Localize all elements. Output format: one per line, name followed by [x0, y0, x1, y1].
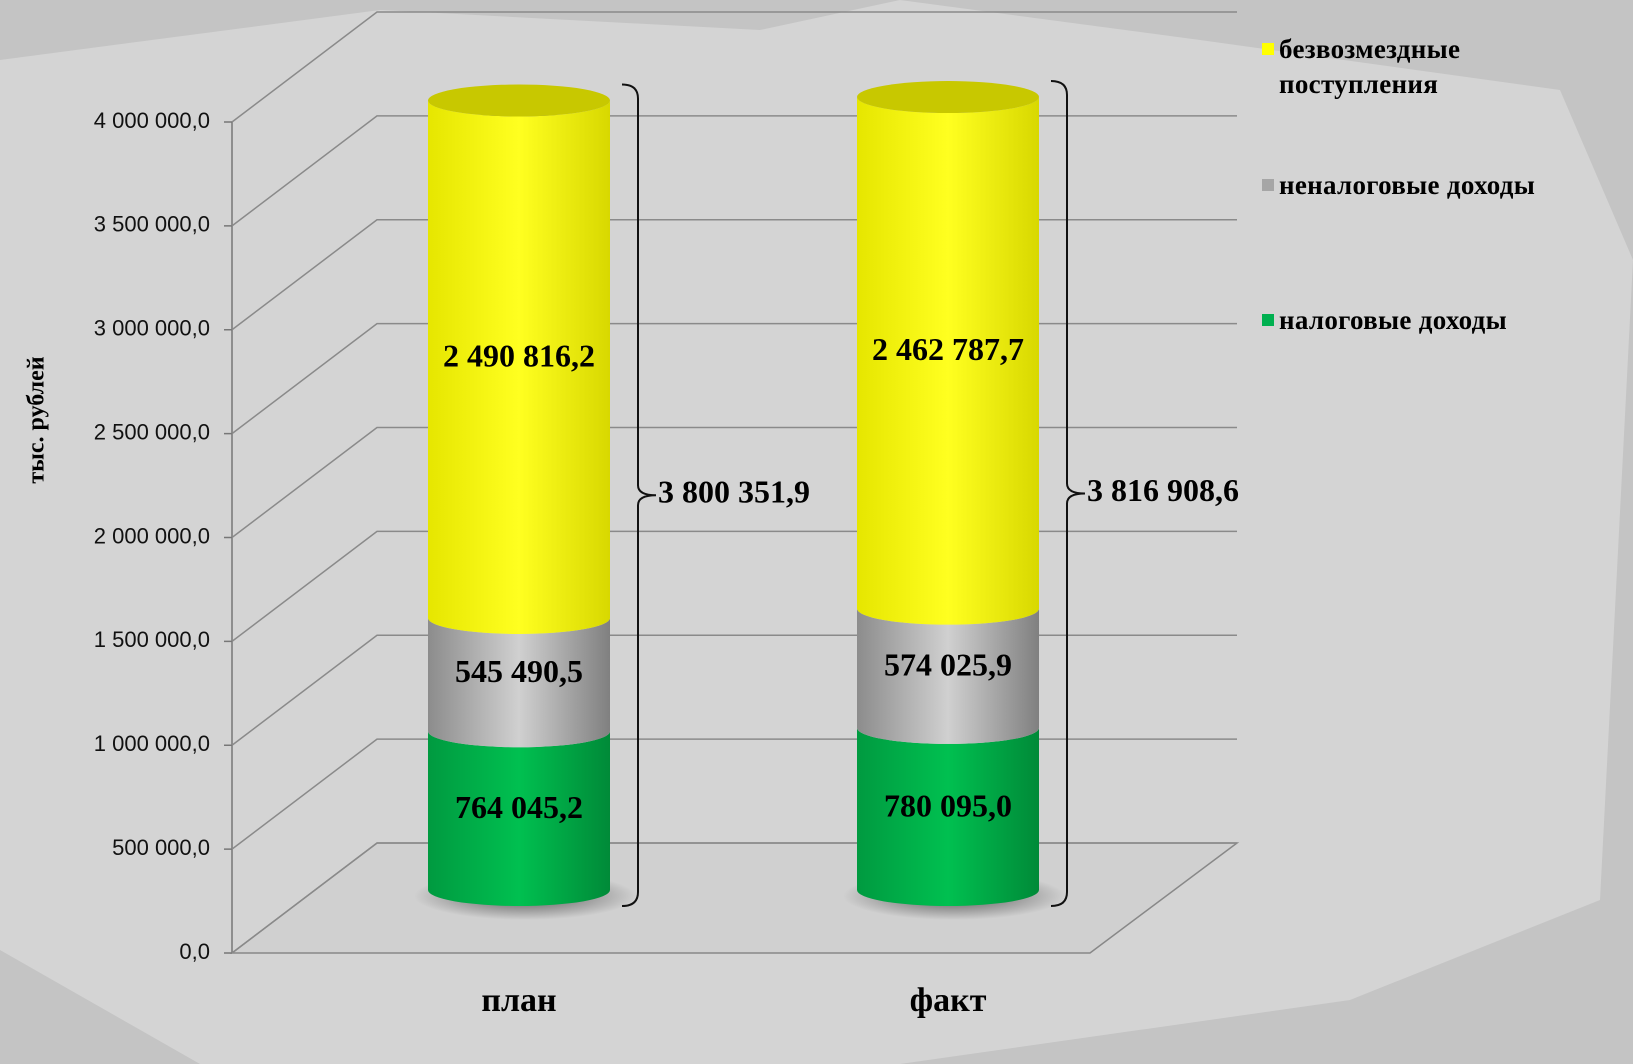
bar-segment — [428, 731, 610, 906]
value-label: 545 490,5 — [455, 653, 583, 689]
x-tick-label: факт — [910, 982, 987, 1019]
x-tick-label: план — [481, 982, 556, 1019]
y-tick-label: 1 000 000,0 — [94, 731, 210, 756]
total-brace — [1050, 80, 1086, 907]
total-label: 3 816 908,6 — [1087, 472, 1239, 508]
value-label: 780 095,0 — [884, 787, 1012, 823]
legend-swatch — [1262, 179, 1274, 191]
legend-label: безвозмездные поступления — [1279, 34, 1461, 99]
y-tick-label: 3 000 000,0 — [94, 316, 210, 341]
legend-swatch — [1262, 314, 1274, 326]
bar-segment — [428, 100, 610, 634]
y-tick-label: 0,0 — [179, 939, 210, 964]
y-axis-label: тыс. рублей — [24, 356, 50, 483]
bar-top — [857, 81, 1039, 114]
value-label: 574 025,9 — [884, 647, 1012, 683]
y-tick-label: 500 000,0 — [112, 835, 210, 860]
bar-segment — [857, 608, 1039, 744]
y-tick-label: 2 000 000,0 — [94, 523, 210, 548]
total-label: 3 800 351,9 — [658, 474, 810, 510]
y-tick-label: 1 500 000,0 — [94, 627, 210, 652]
floor — [229, 842, 1240, 954]
bar-segment — [428, 617, 610, 748]
legend-swatch — [1262, 43, 1274, 55]
grid-line — [231, 11, 1237, 123]
bar-segment — [857, 97, 1039, 625]
value-label: 764 045,2 — [455, 789, 583, 825]
y-tick-label: 4 000 000,0 — [94, 108, 210, 133]
value-label: 2 462 787,7 — [872, 331, 1024, 367]
legend-label: налоговые доходы — [1279, 305, 1507, 335]
legend-label: неналоговые доходы — [1279, 170, 1536, 200]
total-brace — [621, 83, 657, 907]
value-label: 2 490 816,2 — [443, 338, 595, 374]
bar-top — [428, 84, 610, 117]
bar-segment — [857, 727, 1039, 906]
y-tick-label: 3 500 000,0 — [94, 212, 210, 237]
y-tick-label: 2 500 000,0 — [94, 419, 210, 444]
